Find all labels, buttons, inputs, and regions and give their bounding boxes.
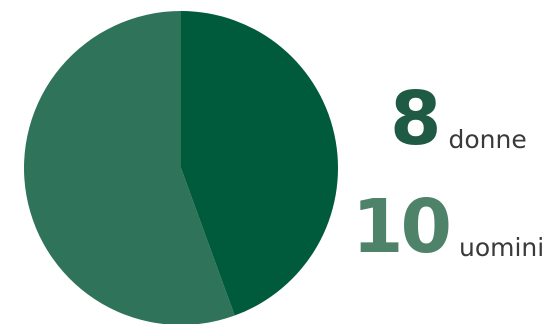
pie-slice-uomini xyxy=(24,11,235,324)
men-stat: 10 uomini xyxy=(352,190,544,264)
women-label: donne xyxy=(448,125,527,154)
women-count: 8 xyxy=(390,76,441,162)
pie-slice-donne xyxy=(181,11,338,316)
men-label: uomini xyxy=(458,233,545,262)
women-stat: 8 donne xyxy=(390,82,527,156)
men-count: 10 xyxy=(352,184,452,270)
